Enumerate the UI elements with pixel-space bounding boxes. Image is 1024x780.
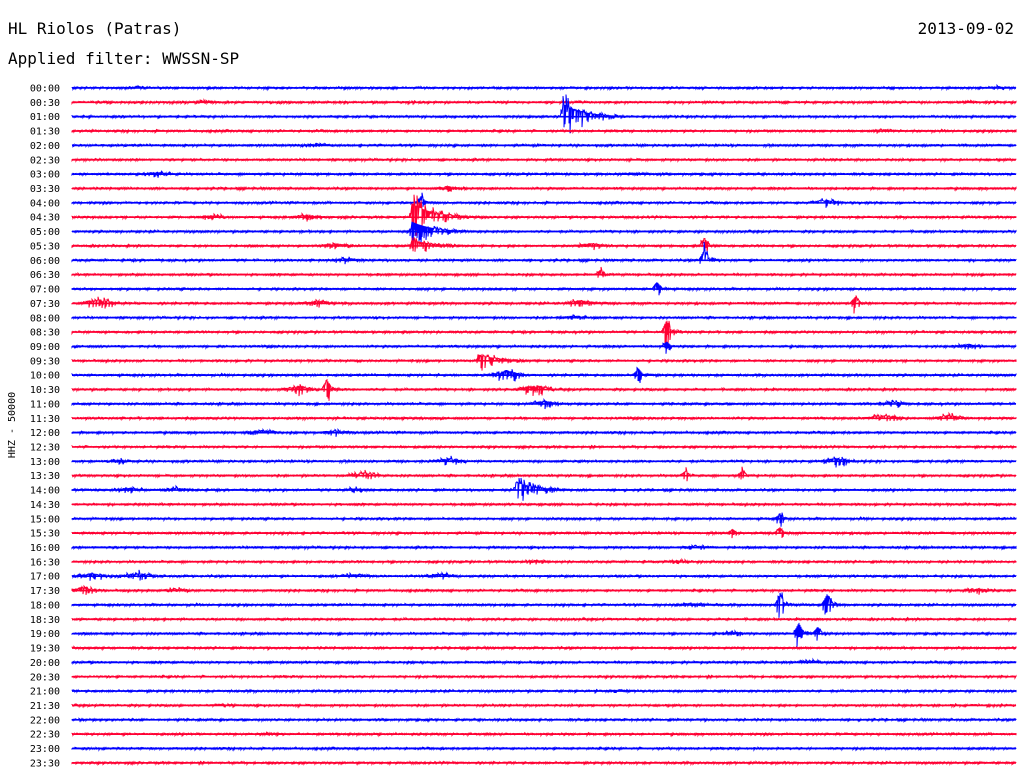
trace-row-0500 xyxy=(71,221,1017,244)
row-label-1730: 17:30 xyxy=(30,586,60,597)
row-label-0230: 02:30 xyxy=(30,155,60,166)
row-label-0430: 04:30 xyxy=(30,213,60,224)
row-label-1930: 19:30 xyxy=(30,644,60,655)
trace-row-0400 xyxy=(71,192,1017,208)
row-time-labels: 00:00 00:30 01:00 01:30 02:00 02:30 03:00 03:30… xyxy=(30,84,60,770)
row-label-0130: 01:30 xyxy=(30,127,60,138)
row-label-0530: 05:30 xyxy=(30,241,60,252)
trace-row-1700 xyxy=(71,569,1017,581)
row-label-0800: 08:00 xyxy=(30,313,60,324)
trace-row-1130 xyxy=(71,411,1017,422)
row-label-1200: 12:00 xyxy=(30,428,60,439)
row-label-1600: 16:00 xyxy=(30,543,60,554)
row-label-2030: 20:30 xyxy=(30,672,60,683)
row-label-2330: 23:30 xyxy=(30,758,60,769)
row-label-2200: 22:00 xyxy=(30,715,60,726)
trace-row-0930 xyxy=(71,353,1017,371)
row-label-2300: 23:00 xyxy=(30,744,60,755)
record-date: 2013-09-02 xyxy=(917,19,1014,38)
row-label-0000: 00:00 xyxy=(30,84,60,95)
row-label-1330: 13:30 xyxy=(30,471,60,482)
row-label-1830: 18:30 xyxy=(30,615,60,626)
y-axis-label: HHZ - 50000 xyxy=(7,392,18,458)
row-label-1430: 14:30 xyxy=(30,500,60,511)
row-label-1030: 10:30 xyxy=(30,385,60,396)
row-label-1100: 11:00 xyxy=(30,399,60,410)
row-label-1530: 15:30 xyxy=(30,529,60,540)
row-label-1000: 10:00 xyxy=(30,371,60,382)
trace-row-0900 xyxy=(71,341,1017,354)
row-label-0330: 03:30 xyxy=(30,184,60,195)
seismic-traces xyxy=(71,83,1017,767)
row-label-1900: 19:00 xyxy=(30,629,60,640)
row-label-2130: 21:30 xyxy=(30,701,60,712)
row-label-0900: 09:00 xyxy=(30,342,60,353)
trace-row-1330 xyxy=(71,466,1017,482)
row-label-2230: 22:30 xyxy=(30,730,60,741)
row-label-1400: 14:00 xyxy=(30,486,60,497)
station-title: HL Riolos (Patras) xyxy=(8,19,182,38)
row-label-0700: 07:00 xyxy=(30,285,60,296)
row-label-0600: 06:00 xyxy=(30,256,60,267)
row-label-0930: 09:30 xyxy=(30,356,60,367)
row-label-0830: 08:30 xyxy=(30,328,60,339)
row-label-0200: 02:00 xyxy=(30,141,60,152)
row-label-0030: 00:30 xyxy=(30,98,60,109)
row-label-1130: 11:30 xyxy=(30,414,60,425)
trace-row-0100 xyxy=(71,94,1017,134)
row-label-0730: 07:30 xyxy=(30,299,60,310)
row-label-1800: 18:00 xyxy=(30,600,60,611)
trace-row-1900 xyxy=(71,622,1017,648)
row-label-1230: 12:30 xyxy=(30,443,60,454)
row-label-2000: 20:00 xyxy=(30,658,60,669)
row-label-1700: 17:00 xyxy=(30,572,60,583)
row-label-0400: 04:00 xyxy=(30,198,60,209)
row-label-1630: 16:30 xyxy=(30,557,60,568)
row-label-1300: 13:00 xyxy=(30,457,60,468)
trace-row-0630 xyxy=(71,266,1017,279)
filter-label: Applied filter: WWSSN-SP xyxy=(8,49,240,68)
row-label-2100: 21:00 xyxy=(30,687,60,698)
trace-row-1500 xyxy=(71,512,1017,527)
trace-row-0730 xyxy=(71,295,1017,314)
row-label-0300: 03:00 xyxy=(30,170,60,181)
row-label-1500: 15:00 xyxy=(30,514,60,525)
row-label-0500: 05:00 xyxy=(30,227,60,238)
row-label-0630: 06:30 xyxy=(30,270,60,281)
row-label-0100: 01:00 xyxy=(30,112,60,123)
